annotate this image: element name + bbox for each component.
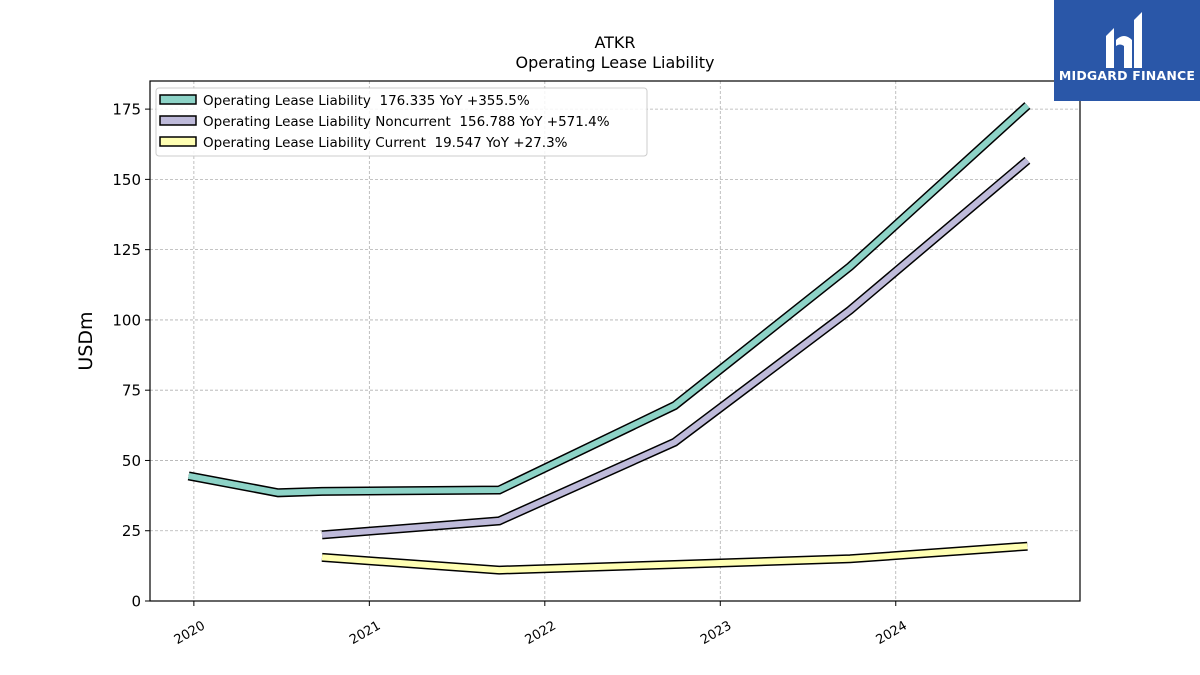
- legend-box: [155, 87, 648, 157]
- series-outline: [321, 156, 1031, 540]
- legend-label: Operating Lease Liability 176.335 YoY +3…: [203, 93, 530, 109]
- series-fill: [321, 158, 1030, 538]
- y-tick-label: 0: [131, 593, 141, 611]
- logo: MIDGARD FINANCE: [1054, 0, 1200, 101]
- legend-swatch: [159, 136, 197, 147]
- plot-frame: [149, 80, 1081, 602]
- series-line-2: [321, 541, 1028, 575]
- y-tick-label: 100: [112, 311, 141, 329]
- series-line-1: [321, 156, 1031, 540]
- series-line-0: [187, 102, 1031, 498]
- y-axis-ticks: 0 25 50 75 100 125 150 175: [112, 101, 150, 611]
- x-tick-label: 2023: [698, 618, 734, 648]
- x-tick-label: 2021: [347, 618, 383, 648]
- chart-subtitle: Operating Lease Liability: [515, 53, 714, 72]
- series-fill: [321, 543, 1028, 574]
- y-tick-label: 125: [112, 241, 141, 259]
- x-axis-ticks: 2020 2021 2022 2023 2024: [172, 601, 910, 648]
- y-axis-label: USDm: [75, 311, 97, 370]
- logo-mark-icon: [1106, 12, 1142, 68]
- y-tick-label: 50: [122, 452, 141, 470]
- grid: [150, 81, 1080, 602]
- legend-label: Operating Lease Liability Noncurrent 156…: [203, 114, 610, 130]
- x-tick-label: 2024: [874, 618, 910, 648]
- y-tick-label: 150: [112, 171, 141, 189]
- chart-title: ATKR: [594, 33, 635, 52]
- logo-text: MIDGARD FINANCE: [1058, 68, 1196, 83]
- legend-label: Operating Lease Liability Current 19.547…: [203, 135, 568, 151]
- y-tick-label: 75: [122, 382, 141, 400]
- legend: Operating Lease Liability 176.335 YoY +3…: [155, 87, 648, 157]
- x-tick-label: 2022: [523, 618, 559, 648]
- legend-swatch: [159, 94, 197, 105]
- series-layer: [187, 102, 1031, 575]
- y-tick-label: 175: [112, 101, 141, 119]
- y-tick-label: 25: [122, 522, 141, 540]
- x-tick-label: 2020: [172, 618, 208, 648]
- legend-swatch: [159, 115, 197, 126]
- series-fill: [188, 103, 1030, 496]
